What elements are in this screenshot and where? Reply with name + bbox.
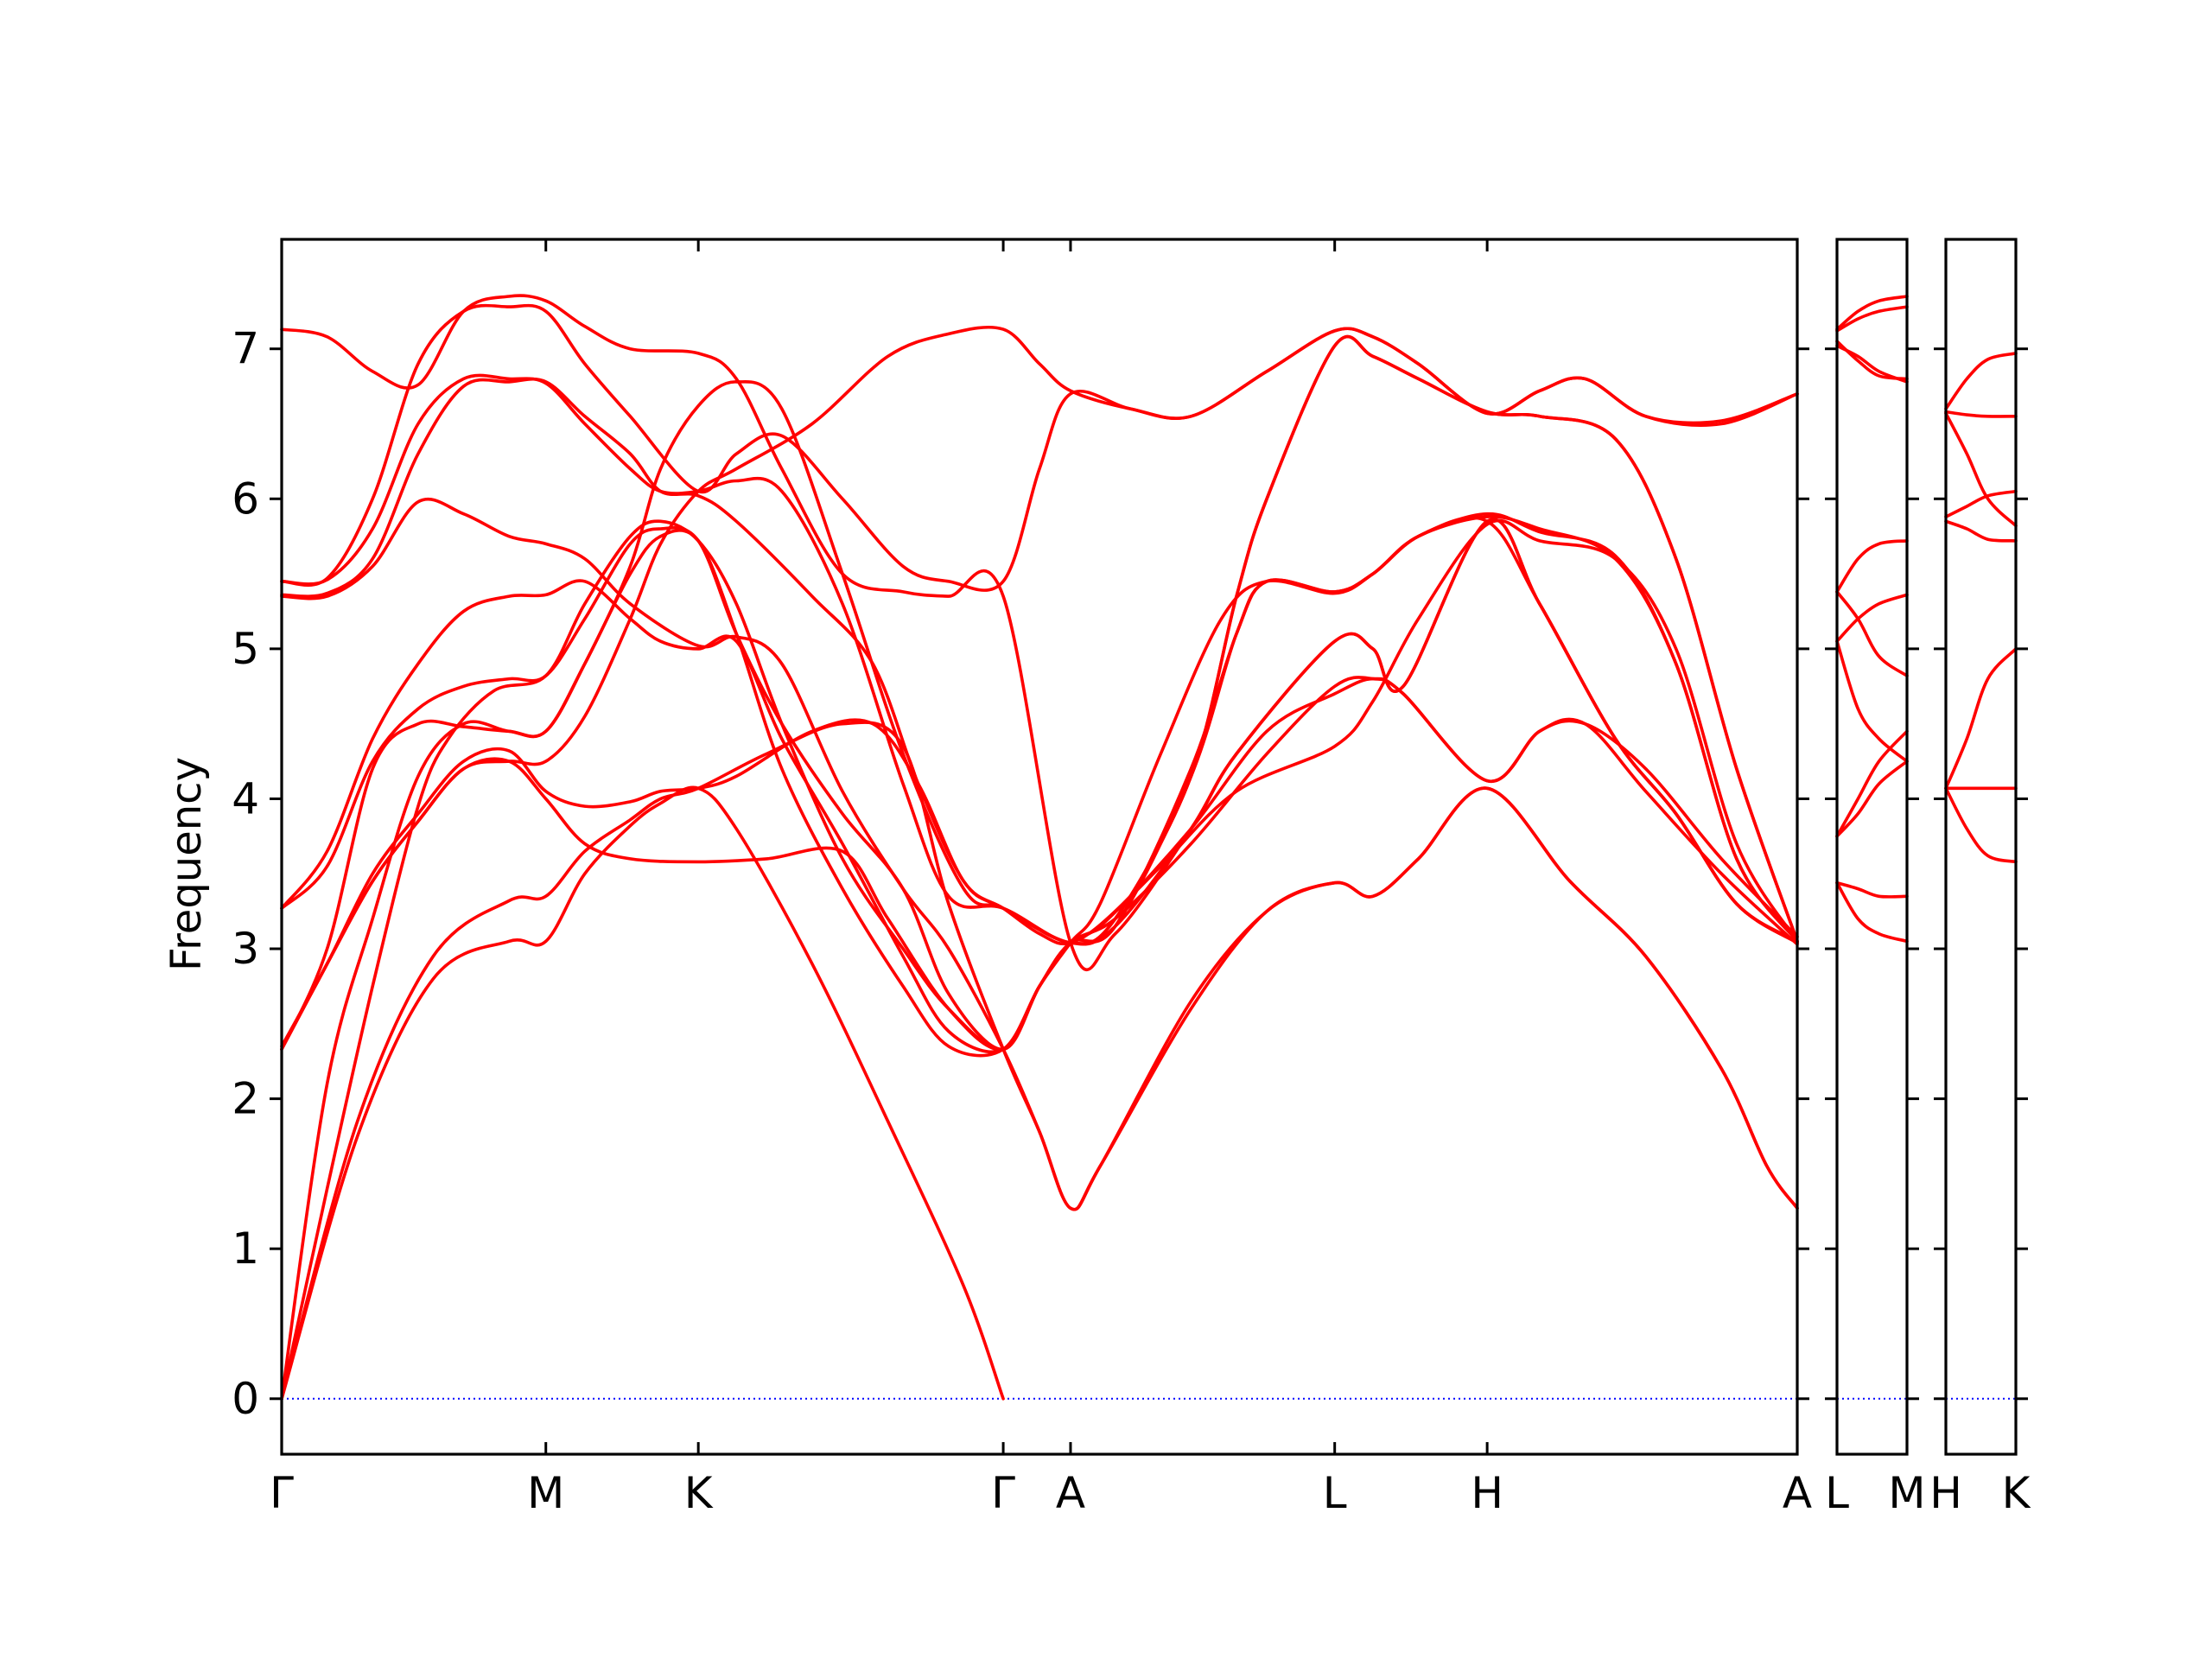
panel-2-band-1 [1835, 880, 1909, 944]
panel-2-band-5 [1835, 639, 1909, 763]
panel-2-band-11 [1835, 305, 1909, 333]
panel-2-frame [1835, 238, 1909, 1456]
ytick-label-7: 7 [232, 324, 259, 374]
panel-1-xtick-label-7: H [1471, 1468, 1503, 1518]
panel-1-xtick-label-8: A [1783, 1468, 1812, 1518]
panel-3-band-1 [1944, 786, 2018, 864]
panel-3-band-3 [1944, 647, 2018, 791]
panel-2-band-4 [1835, 760, 1909, 838]
panel-2-band-2 [1835, 880, 1909, 899]
panel-3-band-5 [1944, 489, 2018, 518]
ytick-label-4: 4 [232, 773, 259, 823]
panel-3-band-6 [1944, 411, 2018, 528]
panel-1-band-13 [280, 294, 1799, 971]
panel-1-xtick-label-1: Γ [270, 1468, 294, 1518]
ytick-label-1: 1 [232, 1224, 259, 1274]
panel-1-xtick-label-6: L [1323, 1468, 1347, 1518]
panel-1-band-15 [280, 334, 1799, 1401]
panel-3-xtick-label-1: H [1929, 1468, 1962, 1518]
ytick-label-5: 5 [232, 624, 259, 674]
ytick-label-6: 6 [232, 474, 259, 524]
panel-3-frame [1944, 238, 2018, 1456]
panel-2-xtick-label-1: L [1825, 1468, 1849, 1518]
panel-2-band-7 [1835, 590, 1909, 677]
panel-2-band-3 [1835, 729, 1909, 838]
panel-1-band-2 [280, 721, 1799, 1401]
y-axis-label: Frequency [162, 757, 211, 971]
panel-3-band-8 [1944, 352, 2018, 410]
panel-1-band-9 [280, 497, 1799, 1211]
panel-1-band-5 [280, 676, 1799, 1052]
panel-2-band-6 [1835, 593, 1909, 643]
panel-1-band-12 [280, 303, 1799, 592]
ytick-label-0: 0 [232, 1374, 259, 1424]
panel-frames [280, 238, 2018, 1456]
ytick-label-3: 3 [232, 924, 259, 974]
panel-1-xtick-label-4: Γ [991, 1468, 1015, 1518]
ytick-label-2: 2 [232, 1074, 259, 1124]
axis-ticks [270, 239, 2028, 1454]
panel-2-band-8 [1835, 539, 1909, 594]
panel-1-xtick-label-3: K [684, 1468, 714, 1518]
panel-2-band-12 [1835, 295, 1909, 331]
panel-1-xtick-label-5: A [1056, 1468, 1085, 1518]
panel-1-band-4 [280, 677, 1799, 1048]
panel-3-band-4 [1944, 519, 2018, 543]
panel-1-frame [280, 238, 1799, 1456]
panel-3-band-7 [1944, 410, 2018, 418]
phonon-bands [280, 294, 2018, 1401]
panel-1-band-1 [280, 785, 1005, 1401]
panel-1-band-11 [280, 334, 1799, 945]
panel-1-band-3 [280, 518, 1799, 1401]
panel-2-xtick-label-2: M [1888, 1468, 1925, 1518]
panel-2-band-10 [1835, 340, 1909, 381]
panel-3-xtick-label-2: K [2002, 1468, 2031, 1518]
panel-1-xtick-label-2: M [527, 1468, 564, 1518]
